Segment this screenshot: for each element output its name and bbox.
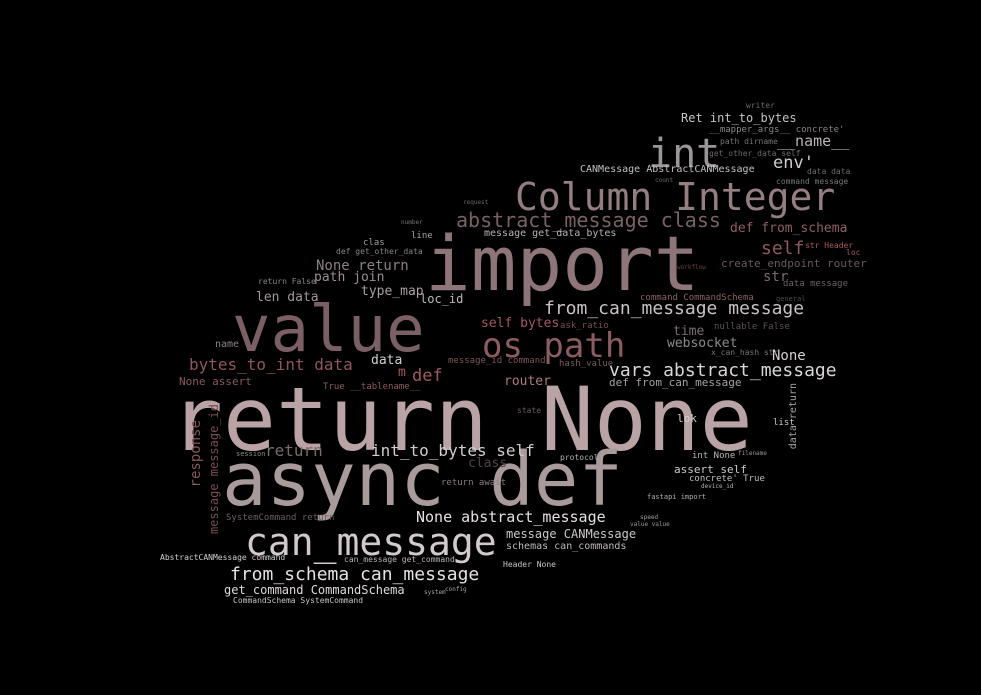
- word-cloud-word: path dirname: [720, 137, 778, 146]
- word-cloud-word: path join: [314, 270, 385, 285]
- word-cloud-word: def: [412, 366, 443, 386]
- word-cloud-word: data: [371, 353, 403, 368]
- word-cloud-word: create_endpoint router: [721, 257, 867, 270]
- word-cloud-word: line: [411, 231, 433, 241]
- word-cloud-word: os path: [482, 326, 626, 366]
- word-cloud-word: time: [673, 324, 705, 339]
- word-cloud-word: session: [236, 450, 266, 458]
- word-cloud-word: device_id: [701, 483, 734, 490]
- word-cloud-word: self bytes: [481, 316, 560, 331]
- word-cloud-word: None assert: [179, 375, 252, 388]
- word-cloud-word: speed: [640, 514, 659, 521]
- word-cloud-word: x_can_hash str: [711, 348, 779, 357]
- word-cloud-word: command CommandSchema: [640, 293, 754, 303]
- word-cloud-word: __mapper_args__ concrete': [709, 125, 845, 135]
- word-cloud-word: import: [425, 219, 700, 308]
- word-cloud-word: loc: [846, 248, 861, 257]
- word-cloud-word: config: [445, 586, 467, 593]
- word-cloud-word: clas: [363, 238, 385, 248]
- word-cloud-word: True __tablename__: [323, 382, 421, 392]
- word-cloud-word: hash_value: [559, 359, 614, 369]
- word-cloud-word: def from_can_message: [609, 376, 742, 389]
- word-cloud-word: def from_schema: [730, 221, 848, 236]
- word-cloud-word: nullable False: [714, 322, 790, 332]
- word-cloud-word: int_to_bytes self: [371, 441, 535, 460]
- word-cloud-word: len data: [256, 290, 319, 305]
- word-cloud-word: can_message get_command: [344, 555, 455, 564]
- word-cloud-word: env': [773, 153, 814, 173]
- word-cloud-word: value value: [630, 521, 670, 528]
- word-cloud-word: class: [468, 456, 508, 471]
- word-cloud-word: SystemCommand return: [226, 513, 335, 523]
- word-cloud-word: system: [424, 589, 446, 596]
- word-cloud-word: CommandSchema SystemCommand: [233, 596, 364, 605]
- word-cloud-word: filename: [738, 450, 767, 457]
- word-cloud-word: loc_id: [420, 292, 464, 306]
- word-cloud-word: message message_id: [207, 404, 221, 535]
- word-cloud-word: async def: [222, 437, 623, 523]
- word-cloud-word: list: [773, 418, 795, 428]
- word-cloud-word: general: [776, 295, 806, 303]
- word-cloud-word: get_command CommandSchema: [224, 583, 405, 597]
- word-cloud-word: message_id command: [448, 356, 546, 366]
- word-cloud-word: Column Integer: [515, 175, 836, 219]
- word-cloud-word: number: [401, 219, 423, 226]
- word-cloud-word: m: [398, 365, 406, 380]
- word-cloud-word: response: [188, 420, 204, 488]
- word-cloud-word: None return: [316, 258, 409, 274]
- word-cloud-word: get_other_data self: [709, 149, 801, 158]
- word-cloud-word: command message: [776, 177, 849, 186]
- word-cloud-word: Ret int_to_bytes: [681, 111, 797, 125]
- word-cloud-word: CANMessage AbstractCANMessage: [580, 164, 755, 175]
- word-cloud-word: self: [761, 238, 805, 259]
- word-cloud-word: fastapi import: [647, 493, 707, 501]
- word-cloud-word: request: [463, 199, 489, 206]
- word-cloud-word: str Header: [805, 241, 854, 250]
- word-cloud-word: int None: [692, 451, 736, 461]
- word-cloud-word: concrete' True: [689, 474, 765, 484]
- word-cloud-word: lok: [677, 412, 697, 425]
- word-cloud-word: AbstractCANMessage command: [160, 553, 286, 562]
- word-cloud-word: return: [265, 441, 323, 460]
- word-cloud-word: workflow: [677, 264, 706, 271]
- word-cloud-word: return None: [170, 368, 753, 471]
- word-cloud-word: __name__: [777, 132, 850, 150]
- word-cloud-word: None abstract_message: [416, 508, 606, 526]
- word-cloud-word: def get_other_data: [336, 247, 423, 256]
- word-cloud-word: count: [655, 177, 674, 184]
- word-cloud-word: None: [772, 348, 806, 364]
- word-cloud-word: router: [504, 374, 551, 389]
- word-cloud-word: message get_data_bytes: [484, 228, 617, 239]
- word-cloud-word: str: [763, 269, 789, 285]
- word-cloud-word: value: [232, 293, 425, 367]
- word-cloud-word: name: [215, 339, 240, 350]
- word-cloud-word: ask_ratio: [560, 321, 609, 331]
- word-cloud-word: abstract_message class: [456, 208, 721, 232]
- word-cloud-word: return False: [258, 277, 316, 286]
- word-cloud-word: from_schema can_message: [230, 564, 480, 585]
- word-cloud-word: bytes_to_int data: [189, 355, 353, 374]
- word-cloud-word: websocket: [667, 336, 738, 351]
- word-cloud-word: assert self: [674, 463, 747, 476]
- word-cloud-word: from_can_message message: [544, 298, 805, 319]
- word-cloud-word: data message: [783, 279, 849, 289]
- word-cloud-word: writer: [746, 101, 775, 110]
- word-cloud-word: protocol: [560, 453, 599, 462]
- word-cloud-word: Header None: [503, 560, 556, 569]
- word-cloud-word: vars abstract_message: [609, 360, 837, 381]
- word-cloud-word: return await: [441, 478, 507, 488]
- word-cloud-word: can_message: [245, 520, 497, 564]
- word-cloud-word: message CANMessage: [506, 527, 637, 541]
- word-cloud-word: data data: [807, 167, 851, 176]
- word-cloud-word: int: [648, 131, 721, 177]
- word-cloud-word: data return: [788, 383, 799, 450]
- word-cloud-word: type_map: [361, 284, 424, 299]
- word-cloud-word: state: [517, 406, 542, 415]
- word-cloud-word: schemas can_commands: [506, 541, 627, 552]
